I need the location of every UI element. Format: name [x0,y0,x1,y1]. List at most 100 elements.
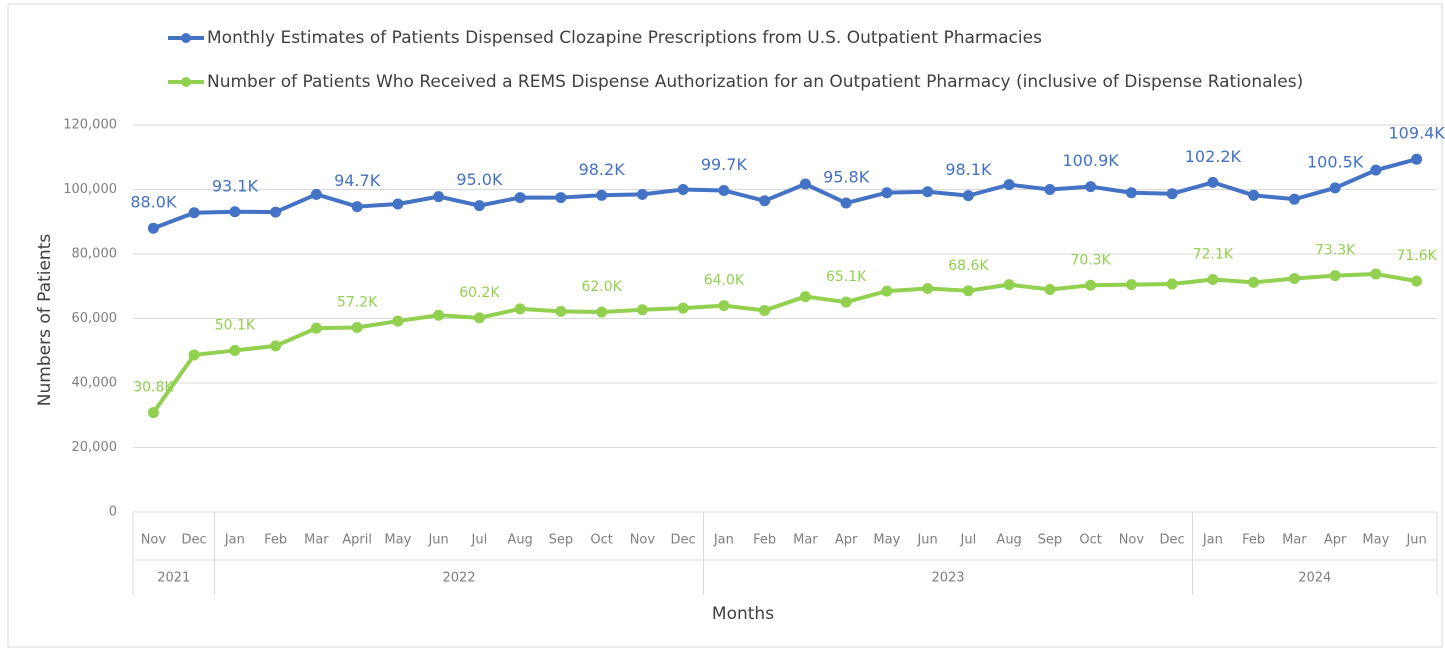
chart-border [7,3,1443,648]
x-tick-label: Nov [1119,533,1145,548]
y-tick-label: 120,000 [63,118,117,133]
x-tick-label: Jan [1202,533,1223,548]
data-point [840,296,852,308]
data-point [433,309,445,321]
x-tick-label: Mar [1282,533,1307,548]
data-point [840,197,852,209]
data-label: 100.5K [1307,152,1364,171]
x-tick-label: Jul [471,533,488,548]
data-point [1166,278,1178,290]
x-tick-label: Sep [1038,533,1063,548]
data-point [1125,187,1137,199]
data-point [1288,193,1300,205]
data-point [1329,270,1341,282]
data-label: 50.1K [215,317,256,333]
data-point [514,192,526,204]
x-tick-label: Sep [549,533,574,548]
legend-label: Number of Patients Who Received a REMS D… [207,72,1303,92]
data-point [1207,273,1219,285]
data-point [310,322,322,334]
data-point [922,186,934,198]
data-label: 98.2K [579,160,626,179]
x-tick-label: Mar [793,533,818,548]
x-tick-label: Nov [630,533,656,548]
data-label: 62.0K [581,279,622,295]
data-point [718,184,730,196]
x-tick-label: April [342,533,372,548]
x-group-label: 2023 [931,571,964,586]
y-tick-label: 40,000 [72,376,118,391]
x-tick-label: Jan [224,533,245,548]
data-point [188,207,200,219]
data-point [1411,153,1423,165]
data-point [799,178,811,190]
data-point [1003,279,1015,291]
data-label: 73.3K [1315,243,1356,259]
data-point [555,305,567,317]
x-tick-label: Apr [1324,533,1347,548]
legend-marker [181,77,191,87]
data-label: 30.8K [133,380,174,396]
x-tick-label: May [384,533,411,548]
data-point [1125,279,1137,291]
data-point [147,222,159,234]
x-group-label: 2022 [442,571,475,586]
legend-label: Monthly Estimates of Patients Dispensed … [207,28,1042,48]
x-tick-label: Dec [671,533,696,548]
data-point [1044,283,1056,295]
data-label: 95.8K [823,168,870,187]
data-point [1085,279,1097,291]
data-point [1085,181,1097,193]
x-tick-label: Aug [996,533,1021,548]
x-tick-label: Feb [753,533,776,548]
x-tick-label: Jun [1405,533,1426,548]
data-label: 94.7K [334,171,381,190]
data-point [759,195,771,207]
series-line [151,271,1417,414]
data-point [759,304,771,316]
data-point [799,291,811,303]
data-point [514,303,526,315]
x-tick-label: Oct [1079,533,1101,548]
data-point [596,306,608,318]
data-point [229,344,241,356]
data-point [922,283,934,295]
data-point [677,184,689,195]
data-point [270,206,282,218]
y-tick-label: 60,000 [72,311,118,326]
data-point [881,285,893,297]
data-point [433,191,445,203]
x-tick-label: Jun [427,533,448,548]
data-point [596,189,608,201]
x-tick-label: Feb [264,533,287,548]
legend-marker [181,33,191,43]
data-point [147,407,159,419]
data-label: 57.2K [337,295,378,311]
y-tick-label: 0 [109,505,117,520]
data-point [1166,188,1178,200]
x-tick-label: Jan [713,533,734,548]
data-point [881,187,893,199]
data-point [229,206,241,218]
data-label: 60.2K [459,285,500,301]
data-label: 98.1K [945,160,992,179]
series-line [152,157,1418,231]
data-point [1248,276,1260,288]
data-point [718,300,730,312]
x-tick-label: Jun [916,533,937,548]
data-label: 88.0K [130,193,177,212]
data-point [555,192,567,204]
data-label: 68.6K [948,258,989,274]
x-tick-label: Apr [835,533,858,548]
data-point [473,200,485,212]
x-tick-label: Feb [1242,533,1265,548]
data-label: 64.0K [704,273,745,289]
x-tick-label: Nov [141,533,167,548]
data-point [392,315,404,327]
data-label: 71.6K [1396,248,1437,264]
data-point [351,201,363,213]
data-point [1003,179,1015,191]
data-label: 109.4K [1388,124,1445,143]
data-point [1044,184,1056,195]
data-point [1411,275,1423,287]
